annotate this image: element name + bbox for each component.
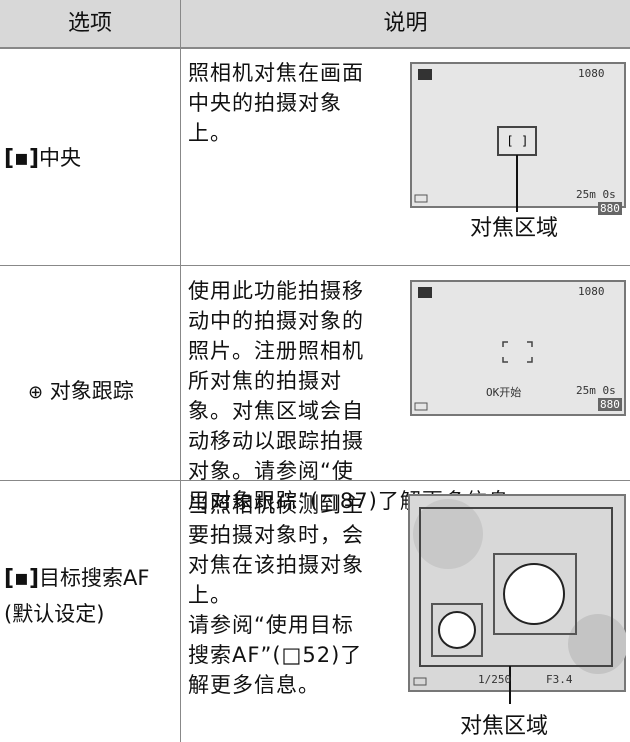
svg-text:]: ] [522,134,527,148]
description-line: 使用此功能拍摄移 [188,279,364,303]
description-line: 上。 [188,121,232,145]
header-text: 说明 [383,11,428,36]
screen-illustration [408,494,626,704]
description-line: 照片。注册照相机 [188,339,364,363]
screen-label: 1080 [578,285,605,298]
description-line: 对焦在该拍摄对象 [188,553,364,577]
description-line: 照相机对焦在画面 [188,61,364,85]
screen-illustration [410,280,626,416]
rule [0,47,630,49]
screen-label: 25m 0s [576,384,616,397]
screen-label: 880 [598,202,622,215]
rule [0,265,630,266]
screen-label: OK开始 [486,386,522,399]
description-line: 所对焦的拍摄对 [188,369,342,393]
caption: 对焦区域 [470,216,559,241]
description-line: 解更多信息。 [188,673,320,697]
screen-illustration: [] [410,62,626,212]
header-cell: 选项 [0,0,180,47]
svg-text:[: [ [508,134,513,148]
option: (默认设定) [4,602,105,626]
description-line: 搜索AF”(□52)了 [188,643,363,667]
option: ⊕ 对象跟踪 [28,379,134,403]
description-line: 要拍摄对象时，会 [188,523,364,547]
option-text: 对象跟踪 [49,379,134,403]
description-line: 上。 [188,583,232,607]
screen-label: F3.4 [546,673,573,686]
option-text: 中央 [39,146,82,170]
description-line: 动移动以跟踪拍摄 [188,429,364,453]
description-line: 象。对焦区域会自 [188,399,364,423]
description-line: 请参阅“使用目标 [188,613,354,637]
option: [▪]中央 [4,146,82,171]
description-line: 动中的拍摄对象的 [188,309,364,333]
screen-label: 1/250 [478,673,512,686]
screen-label: 25m 0s [576,188,616,201]
screen-label: 880 [598,398,622,411]
option: [▪]目标搜索AF [4,566,150,591]
column-rule [180,0,181,742]
caption: 对焦区域 [460,714,549,739]
description-line: 当照相机侦测到主 [188,493,364,517]
header-cell: 说明 [181,0,630,47]
screen-label: 1080 [578,67,605,80]
option-text: 目标搜索AF [39,566,150,590]
description-line: 对象。请参阅“使 [188,459,354,483]
header-text: 选项 [67,11,112,36]
description-line: 中央的拍摄对象 [188,91,342,115]
rule [0,480,630,481]
